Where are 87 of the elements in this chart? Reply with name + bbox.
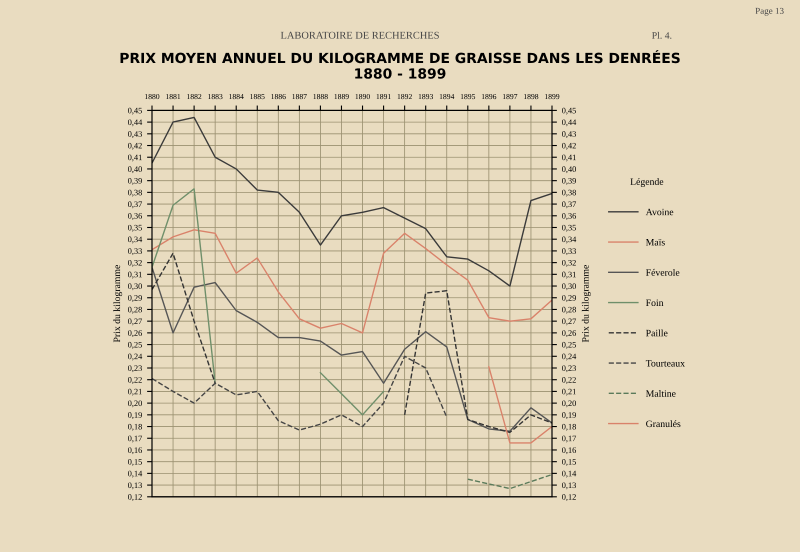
- text: Page 13: [755, 8, 784, 16]
- y-tick-label: 0,35: [128, 224, 142, 232]
- y-tick-label: 0,41: [128, 154, 142, 162]
- legend-label: Maïs: [646, 239, 665, 246]
- y-tick-label: 0,43: [128, 131, 142, 138]
- y2-tick-label: 0,24: [562, 354, 576, 360]
- y2-tick-label: 0,32: [562, 260, 576, 267]
- y-tick-label: 0,25: [128, 342, 142, 349]
- y-tick-label: 0,13: [128, 482, 142, 490]
- y-tick-label: 0,42: [128, 142, 142, 150]
- y2-tick-label: 0,42: [562, 142, 576, 150]
- y2-tick-label: 0,33: [562, 248, 576, 256]
- y2-tick-label: 0,36: [562, 213, 576, 220]
- y2-tick-label: 0,44: [562, 119, 576, 126]
- y-tick-label: 0,37: [128, 201, 142, 208]
- y-tick-label: 0,12: [128, 494, 142, 501]
- legend-label: Maltine: [646, 390, 676, 397]
- y2-tick-label: 0,13: [562, 482, 576, 490]
- line-series: [152, 116, 552, 287]
- y-tick-label: 0,21: [128, 388, 142, 396]
- y2-tick-label: 0,21: [562, 388, 576, 396]
- legend-label: Granulés: [646, 420, 680, 428]
- y-tick-label: 0,29: [128, 295, 142, 302]
- text: Pl. 4.: [652, 32, 672, 39]
- y-tick-label: 0,18: [128, 424, 142, 431]
- y2-tick-label: 0,19: [562, 412, 576, 420]
- y2-tick-label: 0,22: [562, 377, 576, 384]
- y-axis-title: Prix du kilogramme: [113, 265, 122, 342]
- y2-tick-label: 0,27: [562, 318, 576, 326]
- y2-tick-label: 0,12: [562, 494, 576, 501]
- y-tick-label: 0,44: [128, 119, 142, 126]
- y-tick-label: 0,20: [128, 400, 142, 408]
- y-tick-label: 0,45: [128, 108, 142, 115]
- y2-tick-label: 0,34: [562, 236, 576, 244]
- y2-tick-label: 0,25: [562, 342, 576, 349]
- y2-tick-label: 0,43: [562, 131, 576, 138]
- legend-label: Foin: [646, 300, 664, 306]
- y2-tick-label: 0,15: [562, 459, 576, 466]
- chart-title: PRIX MOYEN ANNUEL DU KILOGRAMME DE GRAISSE DANS LES DENRÉES 1880 - 1899: [120, 50, 680, 79]
- y-tick-label: 0,39: [128, 178, 142, 185]
- y2-tick-label: 0,30: [562, 283, 576, 290]
- y2-tick-label: 0,20: [562, 400, 576, 408]
- y-tick-label: 0,16: [128, 447, 142, 454]
- line-series: [152, 229, 552, 334]
- legend-label: Avoine: [646, 208, 674, 216]
- y2-tick-label: 0,37: [562, 201, 576, 208]
- y2-axis-title: Prix du kilogramme: [582, 265, 591, 342]
- y-tick-label: 0,34: [128, 236, 142, 244]
- y2-tick-label: 0,26: [562, 330, 576, 338]
- y2-tick-label: 0,41: [562, 154, 576, 162]
- y-tick-label: 0,23: [128, 365, 142, 372]
- y2-tick-label: 0,23: [562, 365, 576, 372]
- y2-tick-label: 0,40: [562, 166, 576, 174]
- y-tick-label: 0,33: [128, 248, 142, 256]
- y-tick-label: 0,28: [128, 306, 142, 314]
- y2-tick-label: 0,29: [562, 295, 576, 302]
- y2-tick-label: 0,38: [562, 190, 576, 197]
- y2-tick-label: 0,31: [562, 272, 576, 278]
- y-tick-label: 0,40: [128, 166, 142, 174]
- y-tick-label: 0,14: [128, 470, 142, 478]
- y-tick-label: 0,15: [128, 459, 142, 466]
- y2-tick-label: 0,45: [562, 108, 576, 115]
- y-tick-label: 0,17: [128, 436, 142, 442]
- y2-tick-label: 0,35: [562, 224, 576, 232]
- text: LABORATOIRE DE RECHERCHES: [280, 32, 439, 39]
- y-tick-label: 0,36: [128, 213, 142, 220]
- y-tick-label: 0,30: [128, 283, 142, 290]
- legend-label: Tourteaux: [646, 360, 685, 367]
- y-tick-label: 0,19: [128, 412, 142, 420]
- y-tick-label: 0,38: [128, 190, 142, 197]
- y-tick-label: 0,27: [128, 318, 142, 326]
- legend-label: Paille: [646, 329, 668, 336]
- y-tick-label: 0,31: [128, 272, 142, 278]
- y2-tick-label: 0,39: [562, 178, 576, 185]
- line-series: [467, 474, 552, 490]
- y-tick-label: 0,32: [128, 260, 142, 267]
- y2-tick-label: 0,17: [562, 436, 576, 442]
- y2-tick-label: 0,14: [562, 470, 576, 478]
- y-tick-label: 0,26: [128, 330, 142, 338]
- y-tick-label: 0,24: [128, 354, 142, 360]
- legend-label: Féverole: [646, 268, 680, 276]
- line-series: [152, 356, 448, 431]
- y-tick-label: 0,22: [128, 377, 142, 384]
- y2-tick-label: 0,28: [562, 306, 576, 314]
- y2-tick-label: 0,16: [562, 447, 576, 454]
- legend-title: Légende: [630, 178, 664, 187]
- y2-tick-label: 0,18: [562, 424, 576, 431]
